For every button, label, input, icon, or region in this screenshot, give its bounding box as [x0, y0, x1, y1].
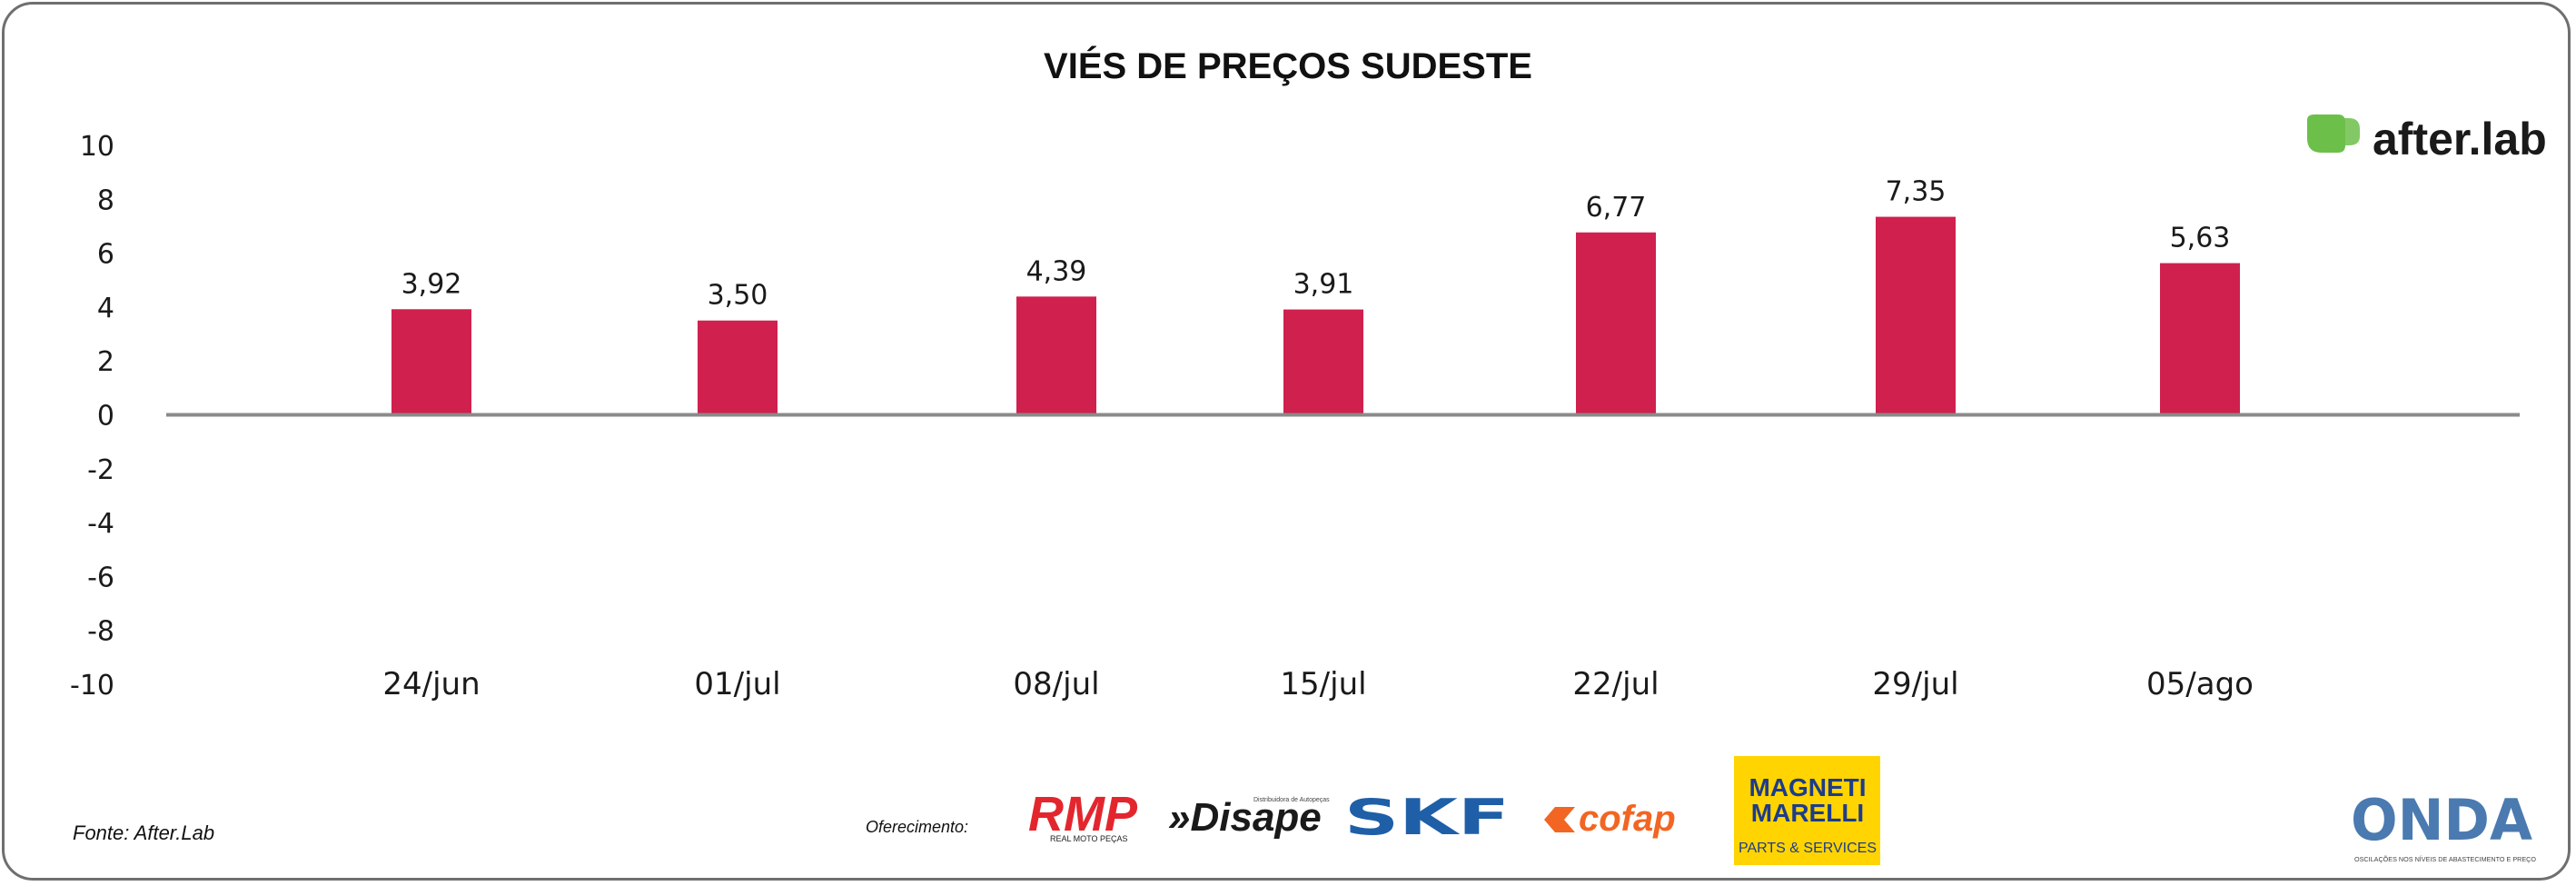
x-tick-label: 15/jul [1280, 666, 1366, 702]
afterlab-logo: after.lab [2307, 114, 2547, 164]
x-tick-label: 24/jun [382, 666, 480, 702]
onda-logo-text: ONDA [2351, 787, 2532, 853]
y-tick-label: -10 [70, 670, 114, 702]
data-label: 3,50 [708, 280, 768, 312]
y-tick-label: 10 [80, 131, 114, 163]
rmp-logo: RMP REAL MOTO PEÇAS [1028, 787, 1138, 843]
bar [2160, 263, 2240, 415]
bar [1283, 309, 1363, 415]
cofap-logo-text: cofap [1579, 799, 1676, 839]
data-label: 4,39 [1026, 255, 1087, 287]
x-tick-label: 29/jul [1872, 666, 1958, 702]
disape-logo-subtext: Distribuidora de Autopeças [1253, 797, 1330, 803]
onda-logo-subtext: OSCILAÇÕES NOS NÍVEIS DE ABASTECIMENTO E… [2354, 855, 2537, 863]
magneti-marelli-subtext: PARTS & SERVICES [1739, 841, 1877, 856]
y-tick-label: -2 [87, 454, 114, 486]
disape-logo: Distribuidora de Autopeças »Disape [1168, 795, 1330, 840]
cofap-logo: cofap [1544, 799, 1676, 839]
magneti-marelli-line2: MARELLI [1751, 799, 1864, 827]
y-tick-label: 8 [97, 184, 114, 216]
y-tick-label: -8 [87, 616, 114, 648]
bar [698, 320, 778, 415]
rmp-logo-text: RMP [1028, 787, 1138, 841]
y-tick-label: 6 [97, 239, 114, 271]
onda-logo: ONDA OSCILAÇÕES NOS NÍVEIS DE ABASTECIME… [2351, 787, 2537, 863]
x-tick-label: 01/jul [694, 666, 780, 702]
data-label: 5,63 [2170, 223, 2231, 254]
chart-title: VIÉS DE PREÇOS SUDESTE [1044, 45, 1532, 86]
data-label: 7,35 [1886, 176, 1947, 208]
bar [1576, 232, 1656, 415]
y-tick-label: 2 [97, 346, 114, 378]
bar-series [391, 216, 2240, 415]
magneti-marelli-line1: MAGNETI [1749, 773, 1866, 801]
bar [1016, 296, 1096, 415]
disape-logo-text: »Disape [1168, 795, 1322, 840]
magneti-marelli-logo: MAGNETI MARELLI PARTS & SERVICES [1734, 756, 1880, 865]
afterlab-logo-text: after.lab [2373, 114, 2547, 164]
skf-logo-text: SKF [1344, 789, 1510, 846]
skf-logo: SKF [1344, 789, 1510, 846]
data-label: 6,77 [1586, 192, 1647, 224]
data-label: 3,92 [401, 268, 462, 300]
data-label: 3,91 [1293, 269, 1354, 301]
bar [391, 309, 471, 415]
y-axis-ticks: 10 8 6 4 2 0 -2 -4 -6 -8 -10 [70, 131, 114, 702]
x-tick-label: 05/ago [2146, 666, 2254, 702]
y-tick-label: -6 [87, 562, 114, 593]
sponsor-label: Oferecimento: [866, 818, 968, 836]
cofap-mark-icon [1544, 807, 1575, 832]
x-tick-label: 22/jul [1572, 666, 1659, 702]
data-labels: 3,92 3,50 4,39 3,91 6,77 7,35 5,63 [401, 176, 2231, 312]
y-tick-label: 0 [97, 401, 114, 433]
y-tick-label: -4 [87, 508, 114, 540]
x-axis-ticks: 24/jun 01/jul 08/jul 15/jul 22/jul 29/jul 05/a… [382, 666, 2254, 702]
x-tick-label: 08/jul [1013, 666, 1099, 702]
bar [1876, 216, 1956, 415]
source-text: Fonte: After.Lab [73, 821, 214, 844]
afterlab-leaf-icon [2307, 114, 2360, 153]
rmp-logo-subtext: REAL MOTO PEÇAS [1050, 834, 1128, 843]
y-tick-label: 4 [97, 293, 114, 324]
